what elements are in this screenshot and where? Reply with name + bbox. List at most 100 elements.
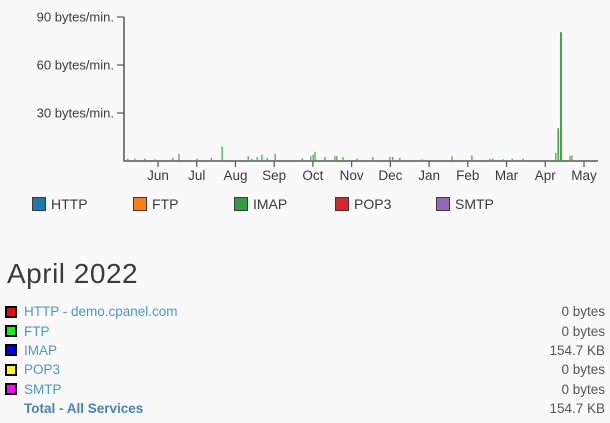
- legend-swatch-pop3: [335, 197, 349, 211]
- service-link[interactable]: Total - All Services: [24, 401, 144, 417]
- service-row: FTP 0 bytes: [5, 321, 605, 340]
- legend-item-pop3: POP3: [335, 196, 436, 212]
- legend-item-http: HTTP: [32, 196, 133, 212]
- bandwidth-chart: 90 bytes/min. 60 bytes/min. 30 bytes/min. J…: [0, 0, 610, 192]
- bandwidth-bar: [310, 156, 312, 161]
- bandwidth-bar: [324, 157, 326, 161]
- chart-legend: HTTP FTP IMAP POP3 SMTP: [32, 196, 537, 212]
- bandwidth-bar: [502, 159, 504, 161]
- bandwidth-bar: [392, 157, 394, 161]
- bandwidth-bar: [356, 158, 358, 161]
- bandwidth-bar: [178, 153, 180, 161]
- legend-label: HTTP: [51, 196, 88, 212]
- service-value: 0 bytes: [561, 362, 605, 378]
- bandwidth-bar: [421, 159, 423, 161]
- bandwidth-bar: [336, 156, 338, 161]
- service-link[interactable]: FTP: [24, 323, 50, 339]
- bandwidth-bar: [471, 155, 473, 161]
- legend-swatch-imap: [234, 197, 248, 211]
- x-tick-label: Dec: [378, 168, 402, 183]
- service-value: 0 bytes: [561, 381, 605, 397]
- service-value: 154.7 KB: [549, 342, 605, 358]
- bandwidth-bar: [399, 157, 401, 161]
- bandwidth-bar: [261, 154, 263, 161]
- x-tick-label: Mar: [495, 168, 519, 183]
- bandwidth-bar: [555, 153, 557, 161]
- bandwidth-bar: [134, 158, 136, 161]
- y-tick-label: 30 bytes/min.: [37, 106, 114, 121]
- legend-swatch-ftp: [133, 197, 147, 211]
- service-row: HTTP - demo.cpanel.com 0 bytes: [5, 302, 605, 321]
- bandwidth-bar: [144, 158, 146, 161]
- bandwidth-bar: [342, 157, 344, 161]
- bandwidth-chart-svg: 90 bytes/min. 60 bytes/min. 30 bytes/min. J…: [37, 10, 598, 183]
- y-tick-label: 90 bytes/min.: [37, 10, 114, 25]
- bandwidth-bar: [221, 146, 223, 161]
- bandwidth-bar: [492, 158, 494, 161]
- legend-label: POP3: [354, 196, 392, 212]
- service-value: 0 bytes: [561, 304, 605, 320]
- bandwidth-bar: [389, 157, 391, 161]
- bandwidth-bar: [372, 157, 374, 161]
- x-tick-label: Nov: [340, 168, 364, 183]
- bandwidth-bar: [334, 156, 336, 161]
- service-value: 154.7 KB: [549, 401, 605, 417]
- bandwidth-bar: [571, 155, 573, 161]
- x-tick-label: Aug: [223, 168, 247, 183]
- bandwidth-bar: [247, 156, 249, 161]
- bandwidth-bar: [251, 158, 253, 161]
- service-color-swatch: [5, 305, 17, 318]
- service-color-swatch: [5, 344, 17, 357]
- service-color-swatch: [5, 325, 17, 338]
- y-tick-label: 60 bytes/min.: [37, 58, 114, 73]
- x-tick-label: Jan: [418, 168, 440, 183]
- bandwidth-bar: [569, 156, 571, 161]
- service-row: IMAP 154.7 KB: [5, 341, 605, 360]
- bandwidth-bar: [196, 158, 198, 161]
- chart-axes: [123, 17, 598, 162]
- bandwidth-bar: [266, 157, 268, 161]
- service-summary-table: HTTP - demo.cpanel.com 0 bytes FTP 0 bytes I…: [5, 302, 605, 418]
- legend-item-ftp: FTP: [133, 196, 234, 212]
- x-tick-label: May: [571, 168, 597, 183]
- x-tick-label: Oct: [302, 168, 323, 183]
- legend-label: IMAP: [253, 196, 288, 212]
- bandwidth-bar: [274, 153, 276, 161]
- service-link[interactable]: IMAP: [24, 342, 58, 358]
- x-tick-label: Jun: [147, 168, 169, 183]
- legend-item-imap: IMAP: [234, 196, 335, 212]
- service-row: SMTP 0 bytes: [5, 380, 605, 399]
- service-link[interactable]: POP3: [24, 362, 61, 378]
- bandwidth-bar: [314, 151, 316, 161]
- bandwidth-bar: [511, 158, 513, 161]
- service-link[interactable]: SMTP: [24, 381, 62, 397]
- service-link[interactable]: HTTP - demo.cpanel.com: [24, 304, 178, 320]
- bandwidth-bar: [256, 157, 258, 161]
- legend-item-smtp: SMTP: [436, 196, 537, 212]
- bandwidth-bar: [301, 158, 303, 161]
- bandwidth-bar: [522, 158, 524, 161]
- x-tick-label: Feb: [456, 168, 479, 183]
- bandwidth-bar: [172, 157, 174, 161]
- bandwidth-bar: [489, 158, 491, 161]
- bandwidth-bar: [154, 159, 156, 161]
- x-tick-label: Jul: [188, 168, 205, 183]
- legend-label: FTP: [152, 196, 179, 212]
- bandwidth-bar: [451, 156, 453, 161]
- bandwidth-bar: [127, 158, 129, 161]
- period-title: April 2022: [7, 258, 139, 289]
- service-value: 0 bytes: [561, 323, 605, 339]
- service-row: POP3 0 bytes: [5, 360, 605, 379]
- bandwidth-bar: [557, 128, 559, 161]
- bandwidth-bar: [560, 32, 563, 162]
- service-color-swatch: [5, 363, 17, 376]
- x-tick-label: Apr: [535, 168, 557, 183]
- legend-swatch-smtp: [436, 197, 450, 211]
- service-color-swatch: [5, 383, 17, 396]
- legend-swatch-http: [32, 197, 46, 211]
- bandwidth-bar: [210, 157, 212, 161]
- bandwidth-bar: [312, 154, 314, 161]
- service-row: Total - All Services 154.7 KB: [5, 399, 605, 418]
- x-tick-label: Sep: [262, 168, 286, 183]
